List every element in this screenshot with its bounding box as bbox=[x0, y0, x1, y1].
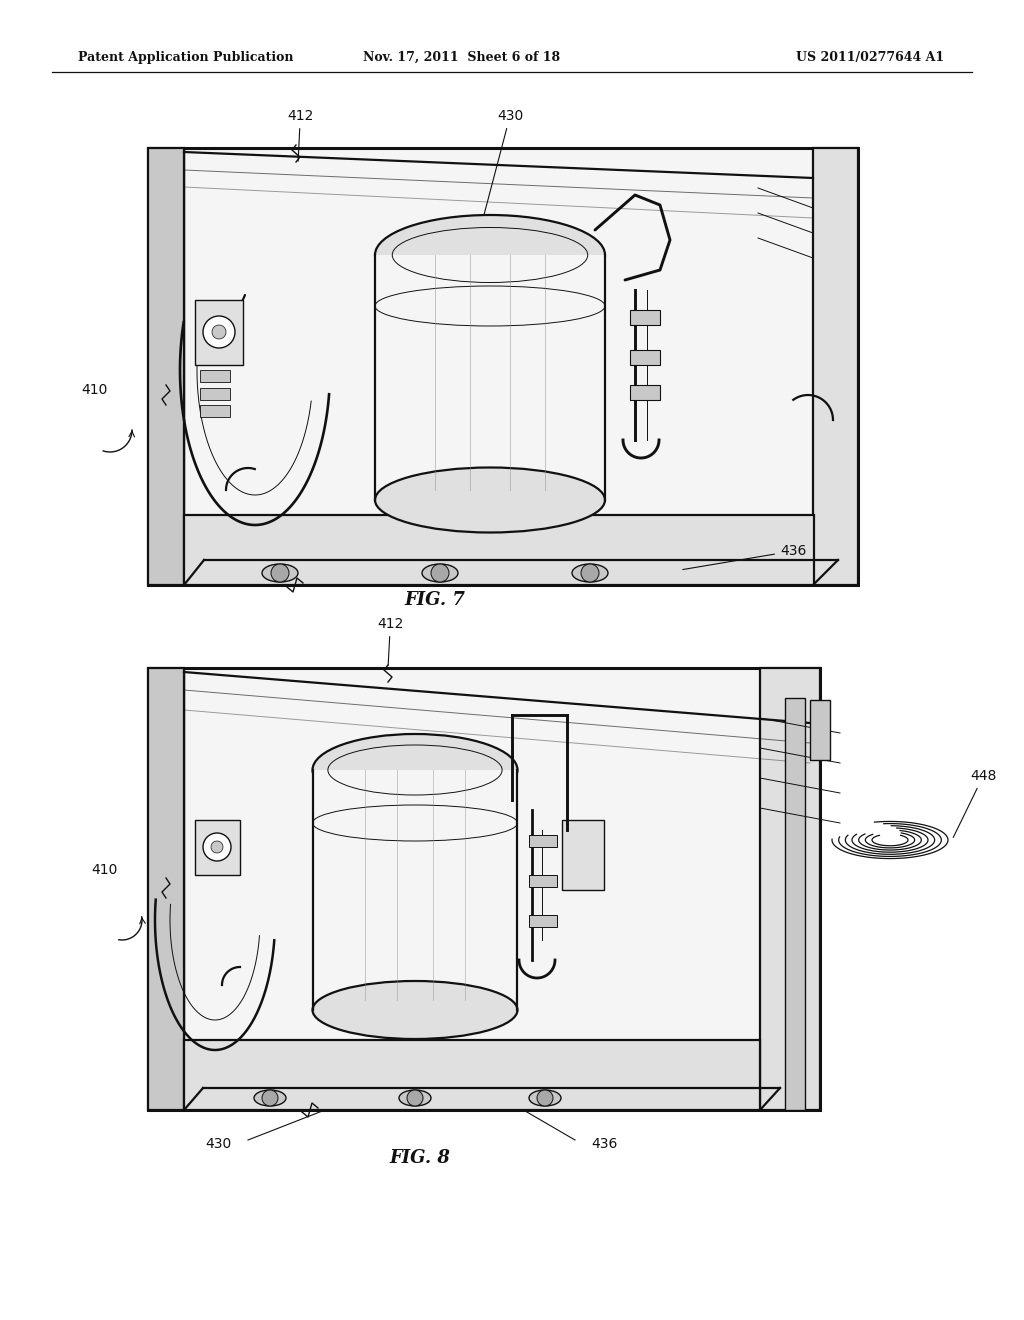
Text: FIG. 8: FIG. 8 bbox=[389, 1148, 451, 1167]
Bar bbox=[195, 820, 240, 875]
Bar bbox=[562, 820, 604, 890]
Bar bbox=[184, 1040, 760, 1110]
Text: Nov. 17, 2011  Sheet 6 of 18: Nov. 17, 2011 Sheet 6 of 18 bbox=[364, 50, 560, 63]
Text: 412: 412 bbox=[377, 616, 403, 665]
Text: FIG. 7: FIG. 7 bbox=[404, 591, 466, 609]
Circle shape bbox=[407, 1090, 423, 1106]
Ellipse shape bbox=[262, 564, 298, 582]
Bar bbox=[200, 405, 230, 417]
Text: 410: 410 bbox=[92, 863, 118, 876]
Circle shape bbox=[271, 564, 289, 582]
Bar bbox=[148, 668, 184, 1110]
Bar bbox=[148, 148, 184, 585]
Circle shape bbox=[537, 1090, 553, 1106]
Circle shape bbox=[212, 325, 226, 339]
Bar bbox=[810, 700, 830, 760]
Ellipse shape bbox=[529, 1090, 561, 1106]
Circle shape bbox=[203, 833, 231, 861]
Bar bbox=[630, 350, 660, 366]
Ellipse shape bbox=[422, 564, 458, 582]
Bar bbox=[184, 515, 814, 585]
Circle shape bbox=[211, 841, 223, 853]
Bar bbox=[529, 875, 557, 887]
Text: 436: 436 bbox=[683, 544, 806, 569]
Text: Patent Application Publication: Patent Application Publication bbox=[78, 50, 294, 63]
Bar bbox=[630, 385, 660, 400]
Bar bbox=[785, 698, 805, 1110]
Ellipse shape bbox=[375, 467, 605, 532]
Text: 410: 410 bbox=[82, 383, 109, 397]
Bar bbox=[200, 370, 230, 381]
Bar bbox=[195, 300, 243, 366]
Bar bbox=[529, 915, 557, 927]
Bar bbox=[200, 388, 230, 400]
Ellipse shape bbox=[254, 1090, 286, 1106]
Text: 436: 436 bbox=[592, 1137, 618, 1151]
Circle shape bbox=[203, 315, 234, 348]
Text: 430: 430 bbox=[480, 110, 523, 227]
Text: 430: 430 bbox=[205, 1137, 231, 1151]
Bar bbox=[148, 668, 820, 1110]
Bar bbox=[313, 770, 518, 1010]
Bar bbox=[813, 148, 858, 585]
Ellipse shape bbox=[312, 981, 517, 1039]
Ellipse shape bbox=[312, 734, 517, 807]
Text: 412: 412 bbox=[287, 110, 313, 161]
Bar bbox=[760, 668, 820, 1110]
Circle shape bbox=[581, 564, 599, 582]
Ellipse shape bbox=[572, 564, 608, 582]
Bar bbox=[630, 310, 660, 325]
Circle shape bbox=[262, 1090, 278, 1106]
Ellipse shape bbox=[399, 1090, 431, 1106]
Bar bbox=[375, 255, 605, 500]
Text: 448: 448 bbox=[953, 770, 996, 837]
Bar bbox=[529, 836, 557, 847]
Ellipse shape bbox=[375, 215, 605, 294]
Text: US 2011/0277644 A1: US 2011/0277644 A1 bbox=[796, 50, 944, 63]
Bar bbox=[148, 148, 858, 585]
Circle shape bbox=[431, 564, 449, 582]
